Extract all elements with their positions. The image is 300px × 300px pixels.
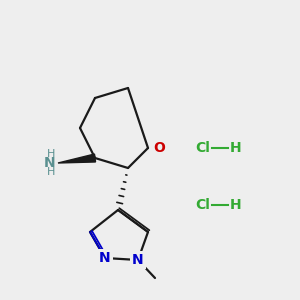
Polygon shape [58, 154, 95, 163]
Text: Cl: Cl [195, 198, 210, 212]
Text: H: H [230, 198, 242, 212]
Text: N: N [99, 251, 111, 265]
Text: O: O [153, 141, 165, 155]
Text: N: N [132, 253, 144, 267]
Text: N: N [44, 156, 55, 170]
Text: Cl: Cl [195, 141, 210, 155]
Text: H: H [230, 141, 242, 155]
Text: H: H [46, 149, 55, 159]
Text: H: H [46, 167, 55, 177]
